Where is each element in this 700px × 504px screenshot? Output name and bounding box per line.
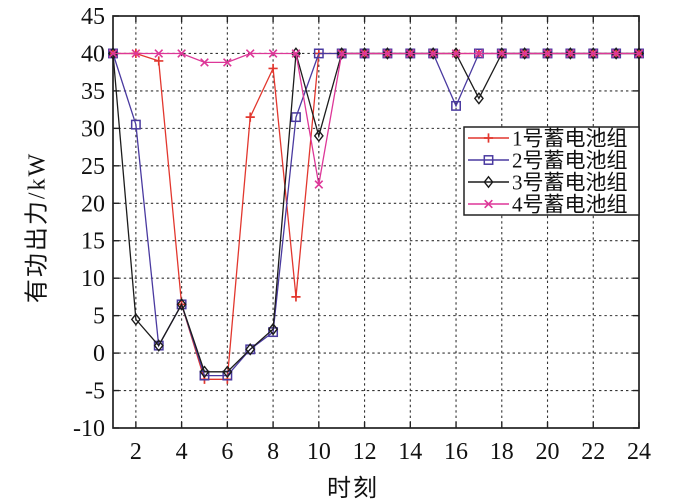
marker-square	[451, 100, 461, 111]
marker-shape	[245, 343, 256, 356]
marker-shape	[314, 180, 324, 189]
marker-shape	[360, 49, 369, 58]
marker-shape	[199, 365, 210, 379]
legend-entry-4: 4号蓄电池组	[468, 193, 628, 217]
marker-shape	[337, 49, 347, 58]
marker-shape	[291, 49, 301, 58]
y-tick-label: 25	[81, 154, 105, 180]
marker-shape	[543, 49, 552, 58]
marker-shape	[405, 49, 415, 58]
legend-label: 1号蓄电池组	[512, 127, 628, 151]
x-tick-label: 14	[398, 439, 422, 465]
marker-shape	[291, 292, 301, 302]
y-tick-label: 35	[81, 79, 105, 105]
legend-label: 2号蓄电池组	[512, 149, 628, 173]
y-tick-label: 5	[93, 304, 105, 330]
x-tick-label: 4	[176, 439, 188, 465]
marker-shape	[130, 313, 141, 326]
legend-label: 4号蓄电池组	[512, 193, 628, 217]
x-tick-label: 10	[307, 439, 331, 465]
legend-entry-2: 2号蓄电池组	[468, 149, 628, 173]
marker-square	[291, 112, 301, 123]
marker-shape	[153, 339, 164, 352]
marker-shape	[428, 49, 438, 58]
marker-shape	[588, 49, 598, 58]
x-tick-label: 18	[490, 439, 514, 465]
marker-shape	[484, 199, 493, 209]
x-tick-label: 24	[627, 439, 651, 465]
y-tick-label: 40	[81, 41, 105, 67]
marker-shape	[566, 49, 575, 58]
y-tick-label: 30	[81, 116, 105, 142]
y-tick-label: 20	[81, 191, 105, 217]
x-tick-label: 16	[444, 439, 468, 465]
marker-shape	[245, 112, 255, 122]
marker-shape	[245, 49, 255, 58]
y-tick-label: 15	[81, 229, 105, 255]
marker-shape	[451, 49, 461, 58]
marker-shape	[520, 49, 530, 58]
marker-shape	[131, 49, 141, 58]
x-tick-label: 12	[353, 439, 377, 465]
y-tick-label: 0	[93, 341, 105, 367]
marker-shape	[154, 49, 164, 58]
marker-shape	[268, 63, 278, 74]
marker-shape	[154, 56, 164, 66]
x-tick-label: 20	[536, 439, 560, 465]
x-tick-label: 2	[130, 439, 142, 465]
y-tick-label: 10	[81, 266, 105, 292]
marker-square	[483, 155, 494, 165]
legend-entry-3: 3号蓄电池组	[468, 171, 628, 195]
marker-shape	[108, 49, 118, 58]
legend-label: 3号蓄电池组	[512, 171, 628, 195]
marker-shape	[383, 49, 392, 58]
legend-entry-1: 1号蓄电池组	[468, 127, 628, 151]
marker-shape	[222, 365, 233, 379]
marker-square	[313, 48, 324, 59]
marker-shape	[222, 58, 232, 67]
legend-box	[463, 126, 640, 216]
y-axis-label: 有功出力/kW	[24, 151, 51, 304]
x-tick-label: 6	[221, 439, 233, 465]
x-axis-label: 时刻	[327, 476, 379, 502]
series-4-line	[113, 52, 639, 185]
marker-shape	[200, 58, 209, 67]
marker-shape	[176, 298, 187, 311]
marker-shape	[611, 49, 621, 58]
x-tick-label: 22	[581, 439, 605, 465]
marker-shape	[483, 175, 494, 189]
plot-border	[112, 15, 640, 429]
series-4	[108, 49, 644, 189]
marker-shape	[634, 49, 644, 58]
marker-shape	[177, 49, 186, 58]
marker-shape	[268, 322, 279, 336]
marker-shape	[483, 133, 494, 143]
marker-shape	[313, 129, 324, 143]
marker-square	[130, 119, 141, 130]
x-tick-label: 8	[267, 439, 279, 465]
marker-shape	[268, 49, 278, 58]
y-tick-label: -10	[73, 416, 105, 442]
y-tick-label: 45	[81, 4, 105, 30]
marker-shape	[474, 49, 484, 58]
marker-shape	[473, 92, 484, 105]
y-tick-label: -5	[85, 379, 105, 405]
marker-shape	[497, 49, 507, 58]
